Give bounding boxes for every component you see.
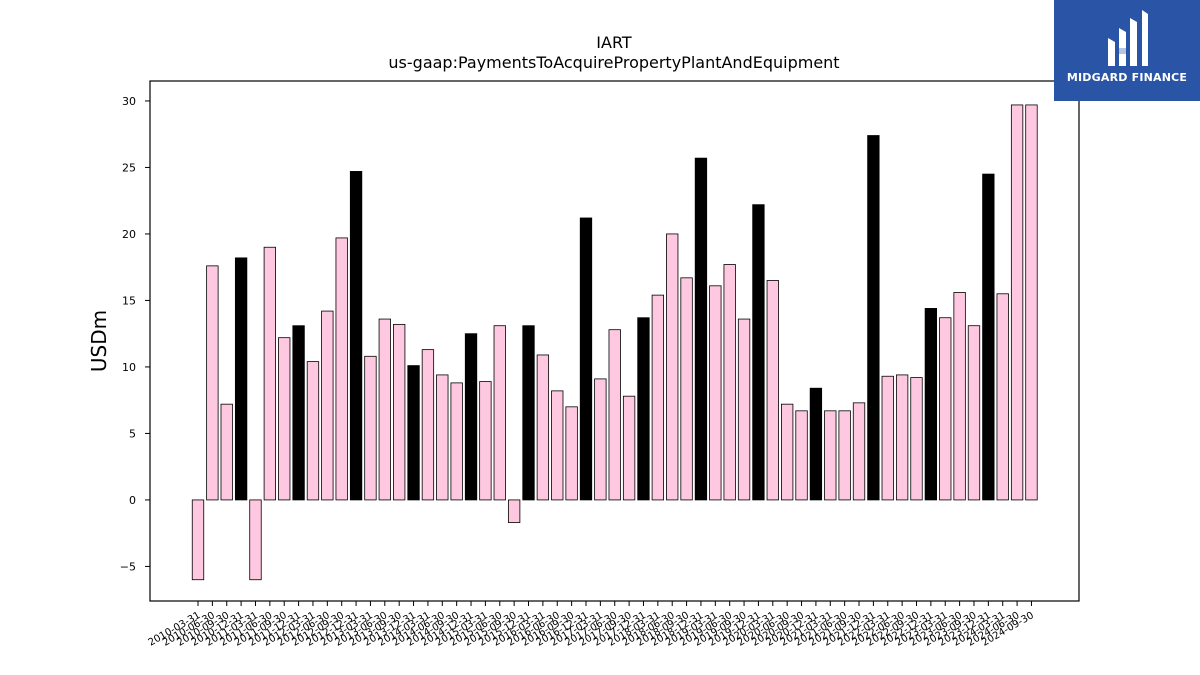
bar-2013-09-30: [393, 323, 406, 501]
bar-2012-06-30: [321, 310, 334, 501]
bar-2015-12-31: [522, 325, 535, 501]
bar-2015-06-30: [493, 325, 506, 501]
bar-2019-12-31: [752, 204, 765, 501]
bar-2016-12-31: [579, 217, 593, 501]
bar-2016-06-30: [551, 390, 564, 501]
bar-2017-03-31: [594, 378, 607, 501]
bar-2020-09-30: [795, 410, 808, 501]
bar-2011-12-31: [292, 325, 305, 501]
bar-2013-12-31: [407, 365, 420, 501]
plot-frame: [149, 80, 1080, 602]
midgard-logo-icon: [1108, 10, 1148, 66]
bar-2021-03-31: [824, 410, 837, 501]
bar-2015-03-31: [479, 381, 492, 501]
y-tick-label: 0: [129, 494, 136, 507]
chart-title: IART: [596, 33, 632, 52]
bar-2018-03-31: [651, 294, 664, 501]
bar-2017-09-30: [622, 395, 636, 501]
bar-2018-06-30: [666, 233, 679, 501]
bar-2012-12-31: [349, 171, 363, 501]
bar-2016-03-31: [536, 354, 550, 501]
bar-2017-06-30: [608, 329, 621, 501]
bar-2022-12-31: [924, 308, 938, 501]
y-axis: −5 0 5 10 15 20 25 30: [120, 95, 150, 573]
y-tick-label: 25: [122, 161, 136, 174]
y-tick-label: 20: [122, 228, 136, 241]
y-axis-label: USDm: [87, 310, 111, 372]
bar-2014-03-31: [421, 349, 435, 501]
bar-2019-09-30: [737, 318, 751, 501]
bar-2024-06-30: [1010, 104, 1024, 501]
bar-2024-03-31: [996, 293, 1009, 501]
bar-2022-09-30: [910, 377, 923, 501]
bar-2014-12-31: [464, 333, 478, 501]
bar-2015-09-30: [507, 499, 521, 523]
bar-2019-03-31: [709, 285, 722, 501]
bar-2014-06-30: [436, 374, 449, 501]
x-axis: 2010-03-312010-06-302010-09-302010-12-31…: [147, 601, 1036, 649]
bar-2023-06-30: [953, 292, 966, 501]
bar-2020-06-30: [781, 403, 794, 501]
y-tick-label: 5: [129, 427, 136, 440]
bar-2018-12-31: [694, 157, 708, 501]
bar-2010-12-31: [234, 257, 248, 501]
bar-2021-09-30: [852, 402, 866, 501]
midgard-finance-logo: MIDGARD FINANCE: [1054, 0, 1200, 101]
bar-2023-12-31: [982, 173, 995, 501]
bar-2014-09-30: [450, 382, 463, 501]
bar-2021-06-30: [838, 410, 851, 501]
bar-2020-03-31: [766, 280, 779, 501]
bar-2013-03-31: [364, 355, 377, 501]
bar-2012-03-31: [306, 361, 320, 501]
bar-2010-03-31: [191, 499, 205, 581]
bars-layer: [191, 104, 1038, 581]
bar-2020-12-31: [809, 387, 823, 501]
bar-2010-09-30: [220, 403, 233, 501]
bar-2010-06-30: [206, 265, 219, 501]
bar-2017-12-31: [637, 317, 650, 501]
chart-subtitle: us-gaap:PaymentsToAcquirePropertyPlantAn…: [388, 53, 839, 72]
bar-2011-03-31: [249, 499, 262, 581]
bar-2013-06-30: [378, 318, 391, 501]
bar-2018-09-30: [680, 277, 693, 501]
y-tick-label: 10: [122, 361, 136, 374]
bar-2011-09-30: [278, 337, 291, 501]
bar-2023-03-31: [939, 317, 952, 501]
bar-2019-06-30: [723, 264, 736, 501]
logo-name: MIDGARD FINANCE: [1066, 71, 1188, 84]
bar-2021-12-31: [867, 135, 880, 501]
bar-2012-09-30: [335, 237, 348, 501]
bar-2022-03-31: [881, 375, 894, 501]
bar-2023-09-30: [967, 325, 981, 501]
y-tick-label: 30: [122, 95, 136, 108]
bar-2016-09-30: [565, 406, 578, 501]
bar-2022-06-30: [895, 374, 909, 501]
y-tick-label: 15: [122, 294, 136, 307]
bar-2024-09-30: [1025, 104, 1038, 501]
bar-2011-06-30: [263, 246, 277, 501]
y-tick-label: −5: [120, 560, 136, 573]
